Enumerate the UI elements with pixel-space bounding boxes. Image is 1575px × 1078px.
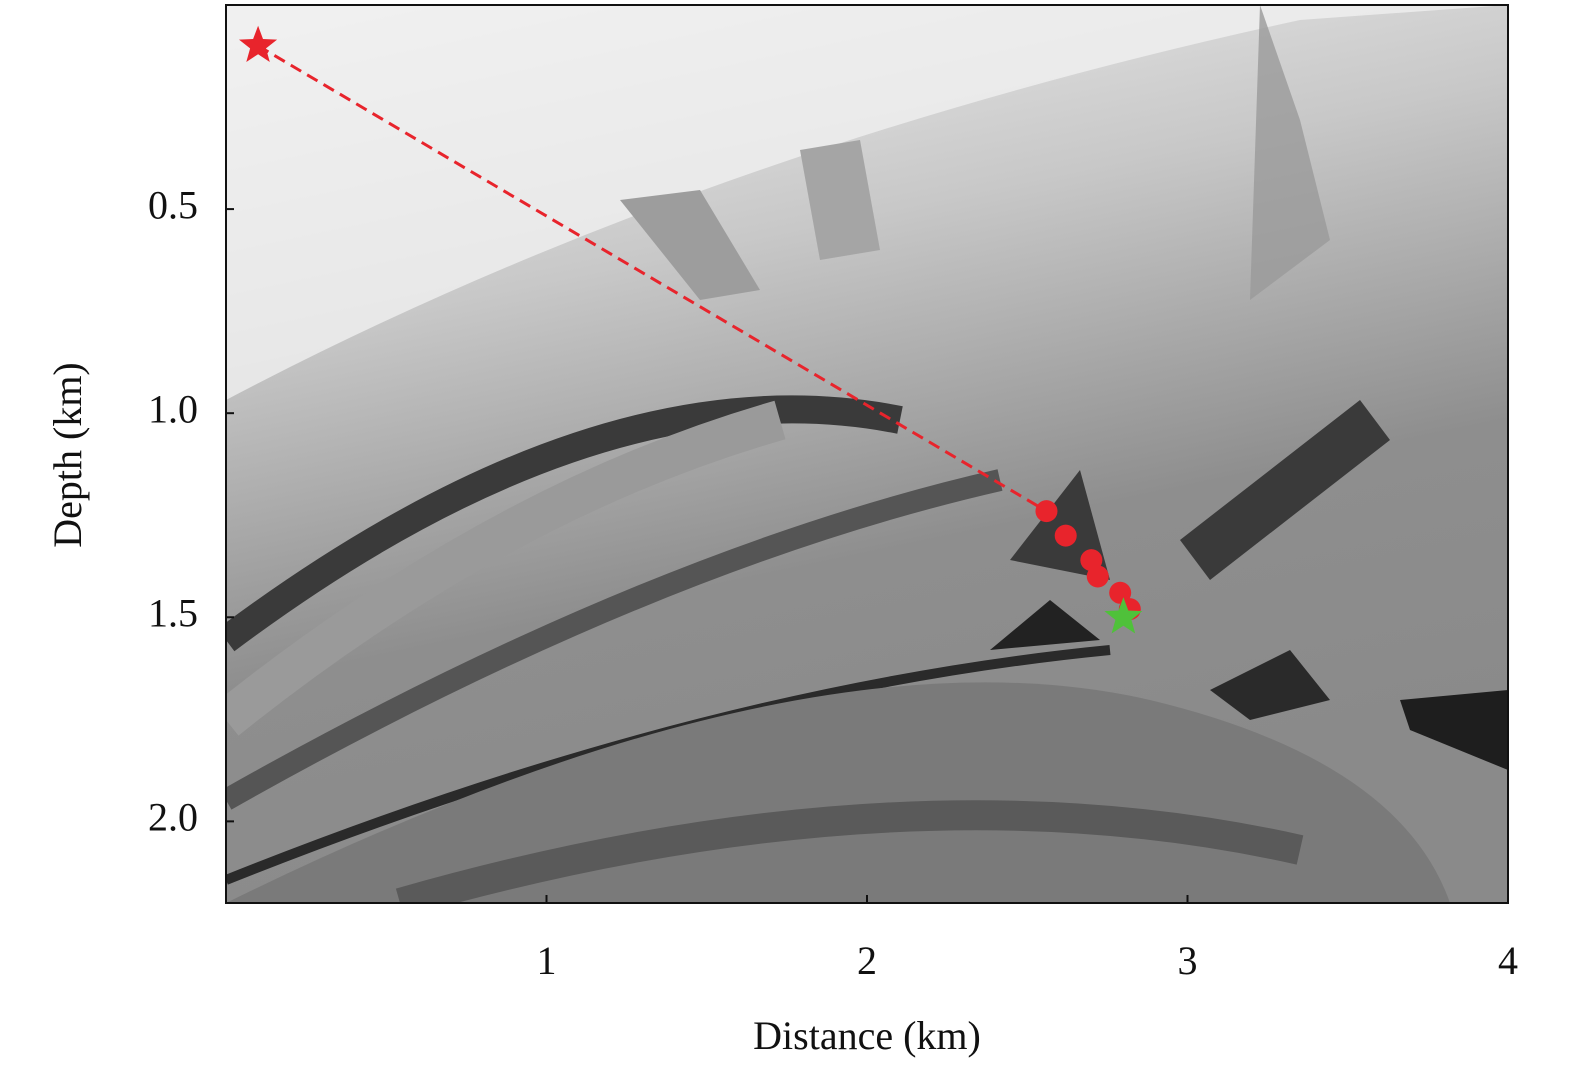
point bbox=[1054, 524, 1077, 547]
star-marker bbox=[239, 25, 278, 62]
x-axis-label: Distance (km) bbox=[753, 1013, 981, 1058]
point bbox=[1086, 565, 1109, 588]
x-tick-label: 1 bbox=[537, 938, 557, 983]
y-axis-label: Depth (km) bbox=[45, 362, 90, 548]
y-tick-label: 0.5 bbox=[148, 182, 198, 227]
y-tick-label: 2.0 bbox=[148, 795, 198, 840]
point bbox=[1109, 581, 1132, 604]
y-tick-label: 1.5 bbox=[148, 590, 198, 635]
seismic-image bbox=[226, 5, 1508, 903]
y-tick-label: 1.0 bbox=[148, 386, 198, 431]
star-marker bbox=[1104, 597, 1143, 634]
x-tick-label: 4 bbox=[1498, 938, 1518, 983]
x-tick-label: 3 bbox=[1178, 938, 1198, 983]
x-tick-label: 2 bbox=[857, 938, 877, 983]
ray-path bbox=[257, 44, 1048, 513]
point bbox=[1035, 500, 1058, 523]
